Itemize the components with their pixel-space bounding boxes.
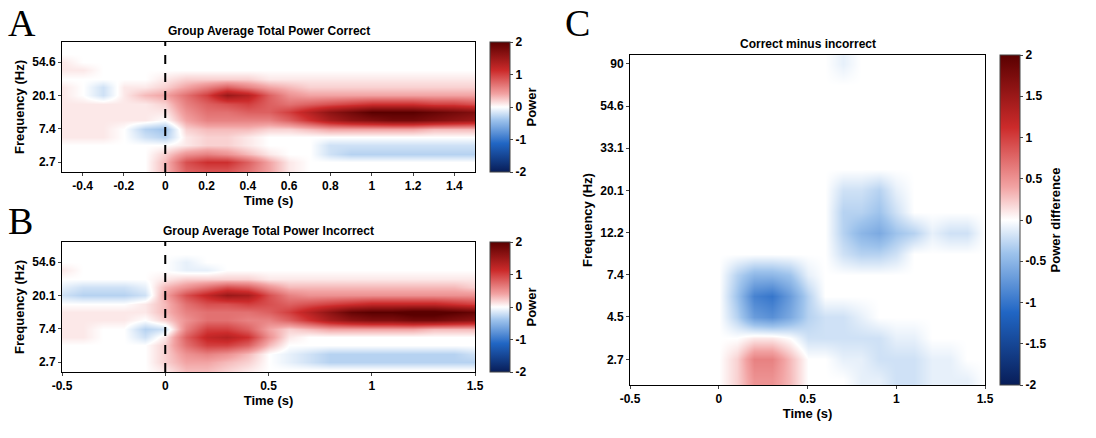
svg-text:-0.5: -0.5 [52,379,73,393]
svg-text:Power: Power [524,87,539,126]
svg-text:Frequency (Hz): Frequency (Hz) [12,60,27,154]
svg-text:1.4: 1.4 [446,179,463,193]
svg-text:2.7: 2.7 [607,353,624,367]
svg-text:-1: -1 [1025,296,1036,310]
svg-text:0.5: 0.5 [260,379,277,393]
svg-text:2.7: 2.7 [39,155,56,169]
svg-text:Power: Power [524,287,539,326]
svg-text:2: 2 [515,35,522,49]
svg-text:0.4: 0.4 [240,179,257,193]
svg-text:Time (s): Time (s) [783,406,833,421]
svg-text:1.2: 1.2 [405,179,422,193]
svg-text:7.4: 7.4 [39,122,56,136]
svg-text:1.5: 1.5 [1025,89,1042,103]
svg-text:1.5: 1.5 [467,379,484,393]
svg-text:2: 2 [1025,48,1032,62]
svg-text:1: 1 [893,392,900,406]
svg-text:-0.5: -0.5 [1025,254,1046,268]
svg-text:1: 1 [515,268,522,282]
svg-text:1.5: 1.5 [977,392,994,406]
svg-text:20.1: 20.1 [32,89,56,103]
svg-text:0: 0 [715,392,722,406]
svg-text:7.4: 7.4 [39,322,56,336]
svg-text:0.6: 0.6 [281,179,298,193]
svg-text:Power difference: Power difference [1048,168,1063,273]
svg-text:0.8: 0.8 [322,179,339,193]
svg-text:-0.5: -0.5 [620,392,641,406]
svg-text:Group Average Total Power Inco: Group Average Total Power Incorrect [163,224,374,238]
svg-text:B: B [8,200,33,242]
svg-text:Frequency (Hz): Frequency (Hz) [12,260,27,354]
svg-text:0.5: 0.5 [1025,172,1042,186]
svg-text:33.1: 33.1 [600,141,624,155]
svg-text:2.7: 2.7 [39,355,56,369]
svg-text:1: 1 [1025,131,1032,145]
svg-text:7.4: 7.4 [607,268,624,282]
svg-text:-2: -2 [515,165,526,179]
svg-text:Time (s): Time (s) [244,393,294,408]
svg-text:Group Average Total Power Corr: Group Average Total Power Correct [168,24,370,38]
svg-text:54.6: 54.6 [32,55,56,69]
svg-text:20.1: 20.1 [600,184,624,198]
svg-text:-1: -1 [515,333,526,347]
svg-text:-1: -1 [515,133,526,147]
svg-text:54.6: 54.6 [600,99,624,113]
svg-text:90: 90 [610,57,624,71]
svg-text:Time (s): Time (s) [244,193,294,208]
svg-text:2: 2 [515,235,522,249]
svg-text:0.5: 0.5 [799,392,816,406]
svg-text:1: 1 [515,68,522,82]
svg-text:A: A [8,2,36,44]
svg-text:0: 0 [515,100,522,114]
svg-text:0: 0 [162,179,169,193]
svg-text:1: 1 [368,179,375,193]
svg-text:Frequency (Hz): Frequency (Hz) [580,173,595,267]
svg-text:-2: -2 [515,365,526,379]
svg-text:0: 0 [515,300,522,314]
svg-text:20.1: 20.1 [32,289,56,303]
svg-text:12.2: 12.2 [600,226,624,240]
svg-text:4.5: 4.5 [607,310,624,324]
svg-text:54.6: 54.6 [32,255,56,269]
svg-text:-0.2: -0.2 [114,179,135,193]
svg-text:Correct minus incorrect: Correct minus incorrect [740,37,876,51]
svg-text:-0.4: -0.4 [72,179,93,193]
svg-text:0.2: 0.2 [198,179,215,193]
svg-text:C: C [565,2,590,44]
svg-text:0: 0 [162,379,169,393]
svg-text:-1.5: -1.5 [1025,337,1046,351]
svg-text:0: 0 [1025,213,1032,227]
svg-text:1: 1 [368,379,375,393]
svg-text:-2: -2 [1025,378,1036,392]
